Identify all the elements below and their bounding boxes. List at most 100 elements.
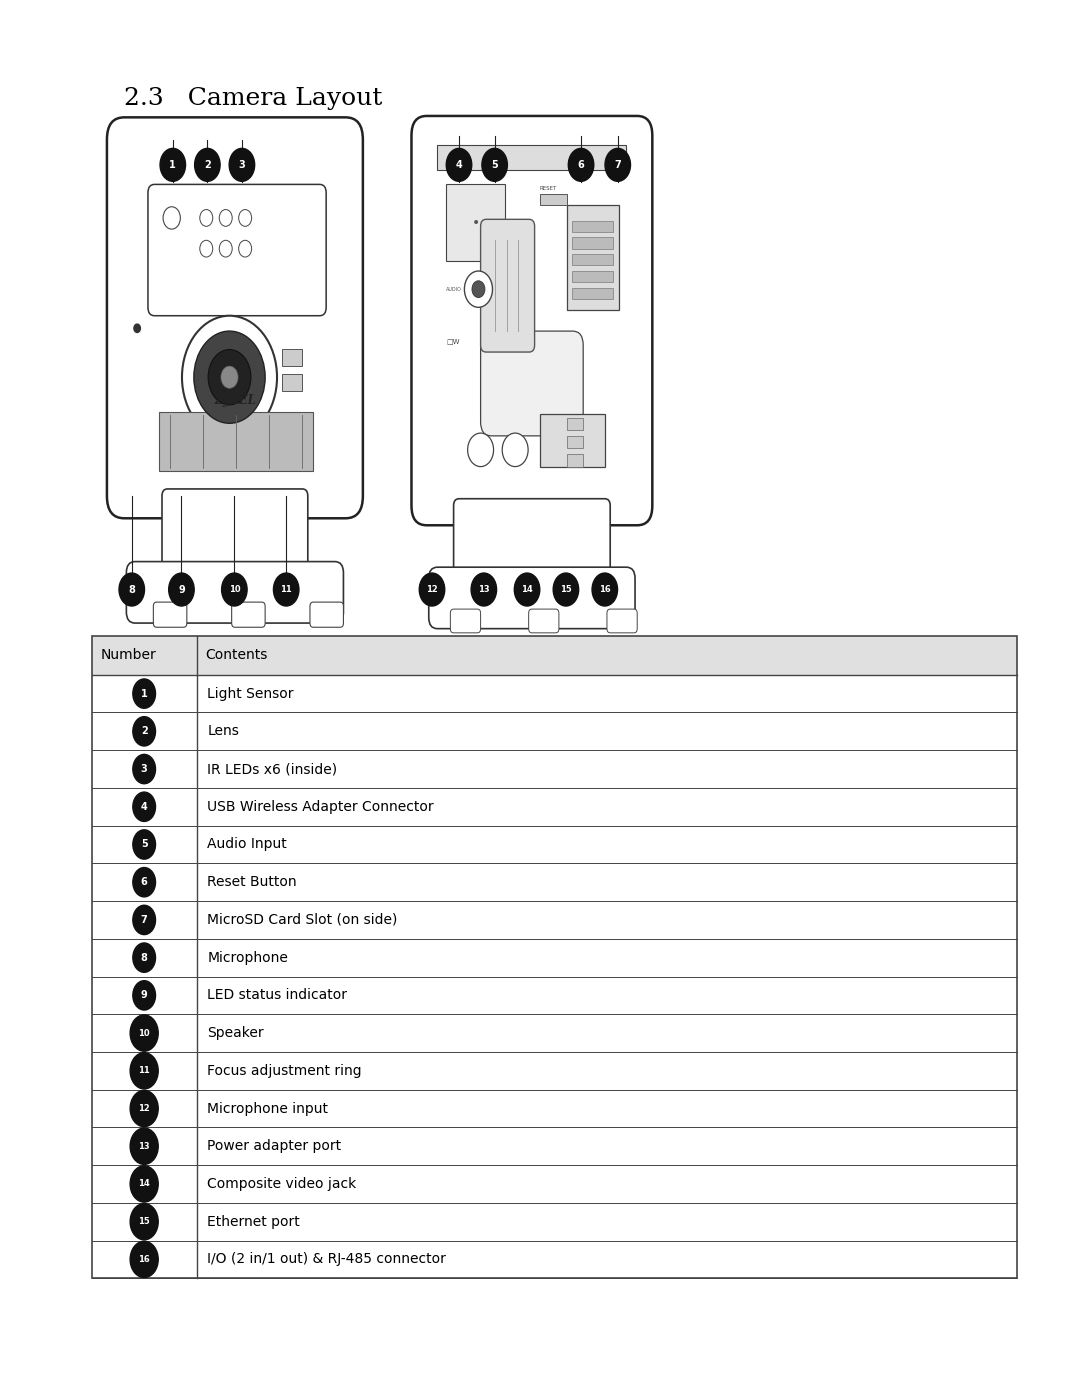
FancyBboxPatch shape <box>572 221 613 232</box>
Text: 16: 16 <box>599 585 610 594</box>
FancyBboxPatch shape <box>92 1090 1017 1127</box>
Circle shape <box>134 324 140 332</box>
FancyBboxPatch shape <box>92 826 1017 863</box>
Text: 12: 12 <box>427 585 437 594</box>
Circle shape <box>229 148 255 182</box>
Circle shape <box>131 1203 158 1241</box>
Text: AUDIO: AUDIO <box>446 286 462 292</box>
Circle shape <box>168 573 194 606</box>
FancyBboxPatch shape <box>437 145 626 170</box>
FancyBboxPatch shape <box>231 602 266 627</box>
Text: 13: 13 <box>138 1141 150 1151</box>
FancyBboxPatch shape <box>92 1241 1017 1278</box>
Circle shape <box>239 210 252 226</box>
Circle shape <box>553 573 579 606</box>
Text: 16: 16 <box>138 1255 150 1264</box>
Text: MicroSD Card Slot (on side): MicroSD Card Slot (on side) <box>207 912 397 928</box>
Circle shape <box>273 573 299 606</box>
Text: USB Wireless Adapter Connector: USB Wireless Adapter Connector <box>207 799 434 814</box>
Text: 1: 1 <box>140 689 148 698</box>
Text: 14: 14 <box>138 1179 150 1189</box>
Text: Composite video jack: Composite video jack <box>207 1176 356 1192</box>
Text: Microphone: Microphone <box>207 950 288 965</box>
Text: ZyXEL: ZyXEL <box>214 394 256 408</box>
Circle shape <box>133 717 156 746</box>
Circle shape <box>133 679 156 708</box>
Circle shape <box>464 271 492 307</box>
Circle shape <box>194 148 220 182</box>
FancyBboxPatch shape <box>92 1052 1017 1090</box>
FancyBboxPatch shape <box>567 205 619 310</box>
Text: 6: 6 <box>578 159 584 170</box>
FancyBboxPatch shape <box>92 1165 1017 1203</box>
FancyBboxPatch shape <box>162 489 308 580</box>
FancyBboxPatch shape <box>92 636 1017 675</box>
FancyBboxPatch shape <box>481 331 583 436</box>
FancyBboxPatch shape <box>92 977 1017 1014</box>
Circle shape <box>181 316 276 439</box>
Text: 14: 14 <box>522 585 532 594</box>
Text: 6: 6 <box>140 877 148 887</box>
Circle shape <box>131 1014 158 1052</box>
Text: 13: 13 <box>478 585 489 594</box>
Circle shape <box>221 366 238 388</box>
FancyBboxPatch shape <box>567 418 583 430</box>
Text: Light Sensor: Light Sensor <box>207 686 294 701</box>
FancyBboxPatch shape <box>540 414 605 467</box>
FancyBboxPatch shape <box>429 567 635 629</box>
Text: Number: Number <box>100 648 157 662</box>
Text: RESET: RESET <box>540 186 557 191</box>
Circle shape <box>605 148 631 182</box>
Text: Power adapter port: Power adapter port <box>207 1139 341 1154</box>
Circle shape <box>419 573 445 606</box>
FancyBboxPatch shape <box>148 184 326 316</box>
Circle shape <box>131 1090 158 1126</box>
Text: 3: 3 <box>239 159 245 170</box>
Text: 4: 4 <box>456 159 462 170</box>
Text: I/O (2 in/1 out) & RJ-485 connector: I/O (2 in/1 out) & RJ-485 connector <box>207 1252 446 1267</box>
Circle shape <box>592 573 618 606</box>
Text: 10: 10 <box>229 585 240 594</box>
Circle shape <box>568 148 594 182</box>
Text: Speaker: Speaker <box>207 1025 264 1041</box>
Text: 4: 4 <box>140 802 148 812</box>
Text: 9: 9 <box>140 990 148 1000</box>
Text: 12: 12 <box>138 1104 150 1113</box>
Circle shape <box>119 573 145 606</box>
Circle shape <box>472 281 485 298</box>
FancyBboxPatch shape <box>92 675 1017 712</box>
FancyBboxPatch shape <box>92 788 1017 826</box>
FancyBboxPatch shape <box>283 349 302 366</box>
Circle shape <box>131 1241 158 1277</box>
Circle shape <box>446 148 472 182</box>
FancyBboxPatch shape <box>540 194 567 205</box>
Circle shape <box>208 349 251 405</box>
Circle shape <box>219 240 232 257</box>
Circle shape <box>471 573 497 606</box>
Circle shape <box>194 331 266 423</box>
Text: 9: 9 <box>178 584 185 595</box>
Circle shape <box>468 433 494 467</box>
Circle shape <box>131 1165 158 1201</box>
FancyBboxPatch shape <box>567 436 583 448</box>
FancyBboxPatch shape <box>411 116 652 525</box>
Circle shape <box>133 830 156 859</box>
FancyBboxPatch shape <box>607 609 637 633</box>
Circle shape <box>160 148 186 182</box>
Text: 7: 7 <box>140 915 148 925</box>
Text: 1: 1 <box>170 159 176 170</box>
Circle shape <box>482 148 508 182</box>
Circle shape <box>163 207 180 229</box>
FancyBboxPatch shape <box>92 712 1017 750</box>
Text: 8: 8 <box>140 953 148 963</box>
FancyBboxPatch shape <box>126 562 343 623</box>
Text: Focus adjustment ring: Focus adjustment ring <box>207 1063 362 1078</box>
Text: Lens: Lens <box>207 724 240 739</box>
FancyBboxPatch shape <box>481 219 535 352</box>
Text: Contents: Contents <box>205 648 268 662</box>
Circle shape <box>133 754 156 784</box>
Text: 15: 15 <box>138 1217 150 1227</box>
FancyBboxPatch shape <box>92 750 1017 788</box>
Text: Microphone input: Microphone input <box>207 1101 328 1116</box>
FancyBboxPatch shape <box>92 939 1017 977</box>
